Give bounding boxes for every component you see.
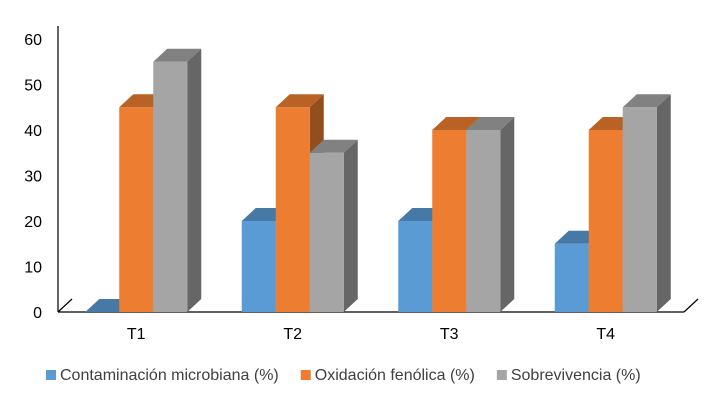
x-tick-label-t2: T2 [283,326,302,343]
y-tick-label: 10 [24,260,42,277]
legend-swatch [496,370,507,380]
bar-sobrevivencia-t3 [466,117,515,312]
y-tick-label: 60 [24,32,42,49]
legend: Contaminación microbiana (%) Oxidación fe… [46,367,641,384]
y-axis-ticks: 0 10 20 30 40 50 60 [24,32,42,322]
x-axis-categories: T1 T2 T3 T4 [127,326,615,343]
legend-item-oxidacion-fenolica: Oxidación fenólica (%) [300,367,475,384]
bar-front-face [588,130,623,312]
bar-front-face [275,107,310,312]
bar-front-face [309,152,344,312]
bar-front-face [622,107,657,312]
bar-front-face [432,130,467,312]
x-tick-label-t4: T4 [596,326,615,343]
bar-side-face [187,48,202,312]
bar-top-face [309,139,358,153]
bar-top-face [432,117,481,130]
y-tick-label: 40 [24,123,42,140]
legend-swatch [300,370,311,380]
x-tick-label-t1: T1 [127,326,146,343]
bar-top-face [153,48,202,62]
bar-top-face [275,94,324,108]
bar-front-face [466,130,501,312]
y-tick-label: 50 [24,78,42,95]
bar-top-face [466,117,515,130]
bar-sobrevivencia-t2 [309,139,358,312]
legend-label: Sobrevivencia (%) [511,367,641,384]
bar-sobrevivencia-t1 [153,48,202,312]
bar-side-face [500,117,515,312]
y-tick-label: 0 [33,305,42,322]
bar-side-face [343,139,358,312]
x-tick-label-t3: T3 [440,326,459,343]
bar-front-face [119,107,154,312]
y-tick-label: 30 [24,169,42,186]
bar-front-face [241,221,276,312]
legend-item-contaminacion-microbiana: Contaminación microbiana (%) [46,367,279,384]
bar-front-face [153,61,188,312]
bar-top-face [622,94,671,108]
y-tick-label: 20 [24,214,42,231]
floor-right-edge [683,298,699,313]
bar-sobrevivencia-t4 [622,94,671,312]
floor-left-edge [57,298,73,313]
legend-label: Oxidación fenólica (%) [315,367,475,384]
bar-front-face [398,221,433,312]
legend-item-sobrevivencia: Sobrevivencia (%) [496,367,641,384]
legend-label: Contaminación microbiana (%) [60,367,279,384]
legend-swatch [46,370,56,380]
bar-front-face [554,243,589,312]
bar-side-face [656,94,671,312]
bars [85,48,671,312]
